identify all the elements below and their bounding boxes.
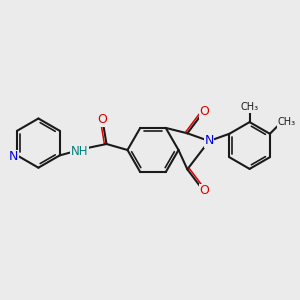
Text: NH: NH [71,145,88,158]
Text: O: O [97,113,107,126]
Text: N: N [204,134,214,148]
Text: N: N [9,150,18,164]
Text: CH₃: CH₃ [278,117,296,128]
Text: O: O [200,105,209,118]
Text: CH₃: CH₃ [241,102,259,112]
Text: O: O [200,184,209,197]
